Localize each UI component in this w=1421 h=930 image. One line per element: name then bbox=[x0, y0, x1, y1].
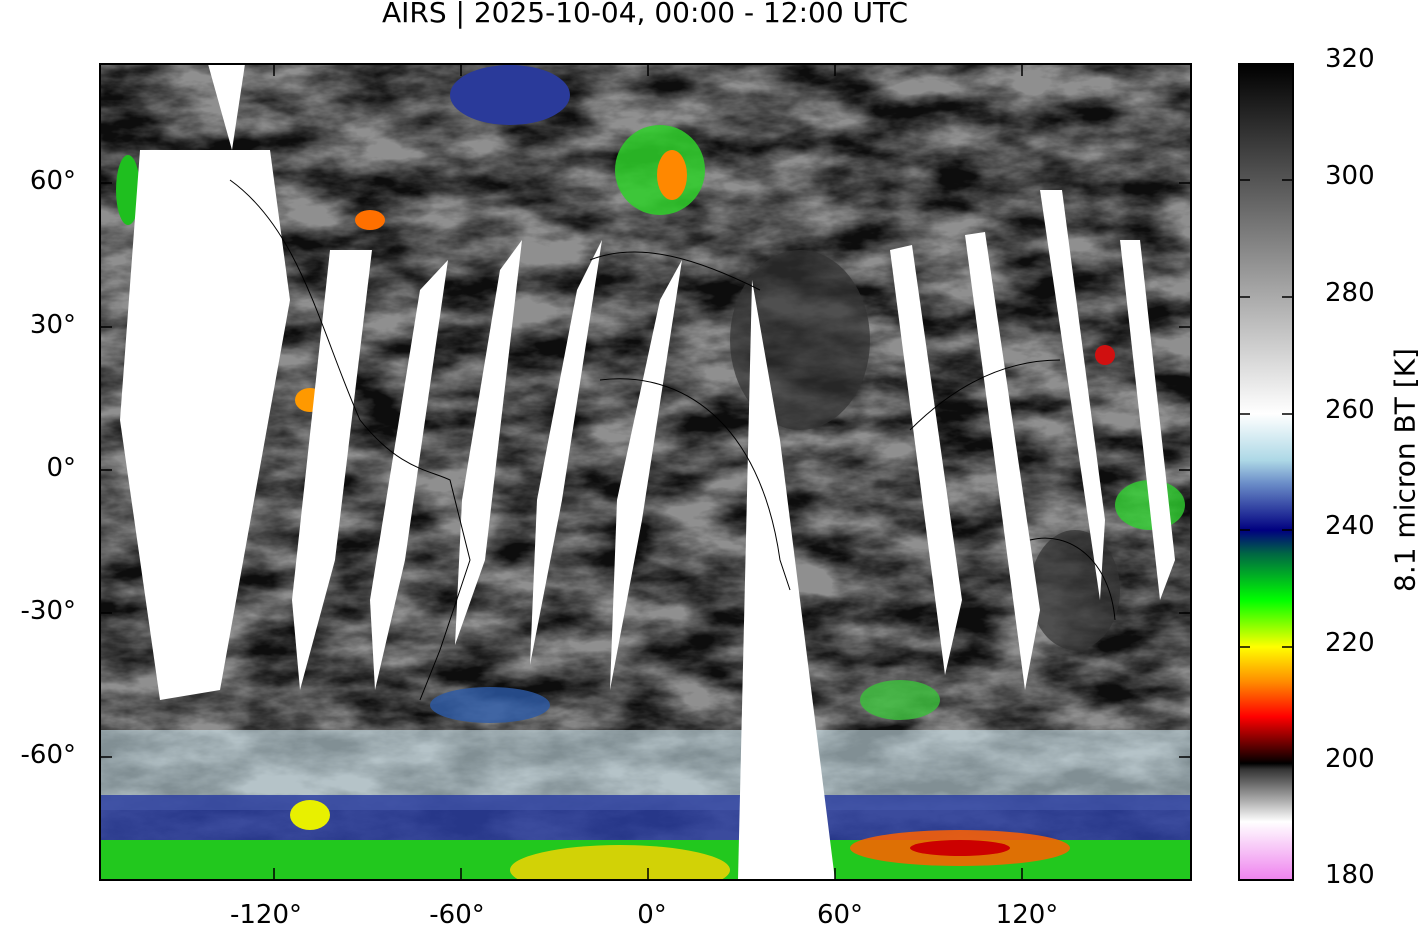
missing-data-gaps bbox=[120, 64, 1175, 880]
colorbar-tick-label: 320 bbox=[1325, 44, 1375, 74]
colorbar-tick-label: 300 bbox=[1325, 161, 1375, 191]
greenland-cold bbox=[450, 65, 570, 125]
lat-tick-label: -30° bbox=[20, 596, 76, 626]
lon-tick-label: 0° bbox=[637, 900, 667, 930]
colorbar-tick-label: 220 bbox=[1325, 628, 1375, 658]
colorbar-tick-label: 280 bbox=[1325, 278, 1375, 308]
lat-tick-label: 0° bbox=[46, 453, 76, 483]
map-area bbox=[100, 64, 1191, 880]
map-frame bbox=[99, 63, 1192, 881]
axis-ticks bbox=[100, 64, 1191, 880]
colorbar-tick-label: 260 bbox=[1325, 395, 1375, 425]
coastlines bbox=[229, 179, 1116, 701]
colorbar-tick-label: 240 bbox=[1325, 511, 1375, 541]
colorbar-label: 8.1 micron BT [K] bbox=[1388, 348, 1421, 592]
lat-tick-label: 30° bbox=[29, 310, 76, 340]
lon-tick-label: 120° bbox=[995, 900, 1059, 930]
australia-warm-region bbox=[1030, 530, 1120, 650]
plot-title: AIRS | 2025-10-04, 00:00 - 12:00 UTC bbox=[381, 0, 909, 29]
lat-tick-label: 60° bbox=[29, 166, 76, 196]
lat-tick-label: -60° bbox=[20, 740, 76, 770]
colorbar-tick-label: 180 bbox=[1325, 860, 1375, 890]
lon-tick-label: -120° bbox=[229, 900, 303, 930]
lon-tick-label: -60° bbox=[429, 900, 485, 930]
colorbar-tick-label: 200 bbox=[1325, 744, 1375, 774]
colorbar-ticks bbox=[1239, 179, 1293, 648]
colorbar bbox=[1238, 63, 1294, 881]
lon-tick-label: 60° bbox=[816, 900, 864, 930]
